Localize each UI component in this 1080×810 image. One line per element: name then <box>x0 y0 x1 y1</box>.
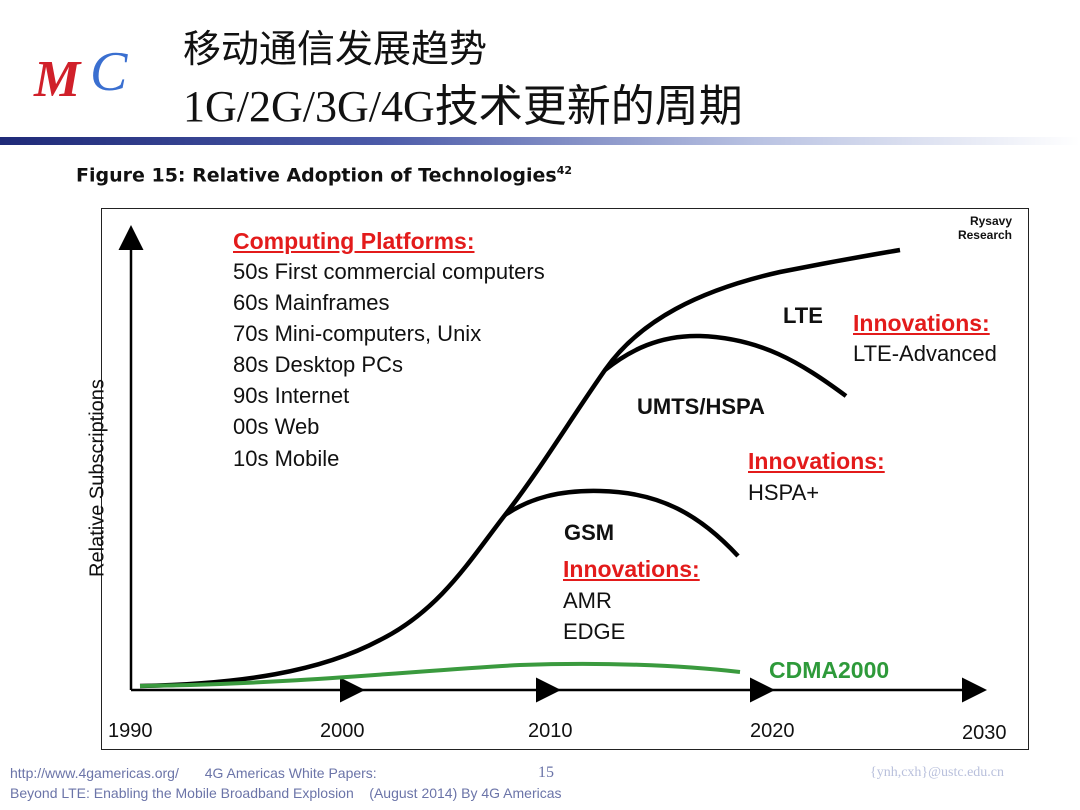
lte-innovations-heading: Innovations: <box>853 310 990 336</box>
platform-item: 00s Web <box>233 414 320 439</box>
gsm-innovation-item: EDGE <box>563 619 626 644</box>
umts-innovations-heading: Innovations: <box>748 448 885 474</box>
title-divider <box>0 137 1080 145</box>
footer-email: {ynh,cxh}@ustc.edu.cn <box>870 765 1005 780</box>
overall-adoption-curve <box>139 247 901 689</box>
platform-item: 60s Mainframes <box>233 290 390 315</box>
lte-innovation-item: LTE-Advanced <box>853 341 997 366</box>
slide-title-line1: 移动通信发展趋势 <box>183 27 488 71</box>
figure-caption-text: Figure 15: Relative Adoption of Technolo… <box>76 164 557 187</box>
gsm-innovations-heading: Innovations: <box>563 556 700 582</box>
gsm-label: GSM <box>564 520 615 545</box>
footer-url[interactable]: http://www.4gamericas.org/ <box>10 765 179 781</box>
mc-logo: M C <box>33 41 128 108</box>
platform-item: 50s First commercial computers <box>233 259 545 284</box>
umts-innovation-item: HSPA+ <box>748 480 820 505</box>
source-mark-line1: Rysavy <box>969 214 1012 228</box>
page-number: 15 <box>538 764 554 781</box>
logo-m: M <box>33 51 82 108</box>
platform-item: 70s Mini-computers, Unix <box>233 321 482 346</box>
logo-c: C <box>90 41 128 103</box>
platform-item: 80s Desktop PCs <box>233 352 403 377</box>
figure-caption: Figure 15: Relative Adoption of Technolo… <box>76 164 572 186</box>
x-tick-2020: 2020 <box>750 720 795 742</box>
figure-caption-footnote: 42 <box>556 164 573 177</box>
umts-curve <box>603 333 848 398</box>
footer-line2: Beyond LTE: Enabling the Mobile Broadban… <box>10 785 562 801</box>
slide-title-line2: 1G/2G/3G/4G技术更新的周期 <box>183 82 743 131</box>
computing-platforms-heading: Computing Platforms: <box>233 228 475 254</box>
gsm-curve <box>503 488 740 558</box>
y-axis-label: Relative Subscriptions <box>86 379 109 577</box>
footer-publisher: 4G Americas White Papers: <box>204 765 377 781</box>
x-tick-2030: 2030 <box>962 722 1007 744</box>
x-tick-2010: 2010 <box>528 720 573 742</box>
cdma2000-curve <box>139 661 741 688</box>
umts-hspa-label: UMTS/HSPA <box>637 394 765 419</box>
x-tick-1990: 1990 <box>108 720 153 742</box>
cdma2000-label: CDMA2000 <box>769 657 890 683</box>
source-mark-line2: Research <box>957 228 1012 242</box>
source-mark: Rysavy Research <box>954 214 1012 242</box>
platform-item: 10s Mobile <box>233 446 340 471</box>
gsm-innovation-item: AMR <box>563 588 612 613</box>
x-tick-2000: 2000 <box>320 720 365 742</box>
lte-label: LTE <box>783 303 823 328</box>
footer-source: http://www.4gamericas.org/ 4G Americas W… <box>10 765 377 781</box>
platform-item: 90s Internet <box>233 383 350 408</box>
figure-frame <box>101 208 1029 750</box>
